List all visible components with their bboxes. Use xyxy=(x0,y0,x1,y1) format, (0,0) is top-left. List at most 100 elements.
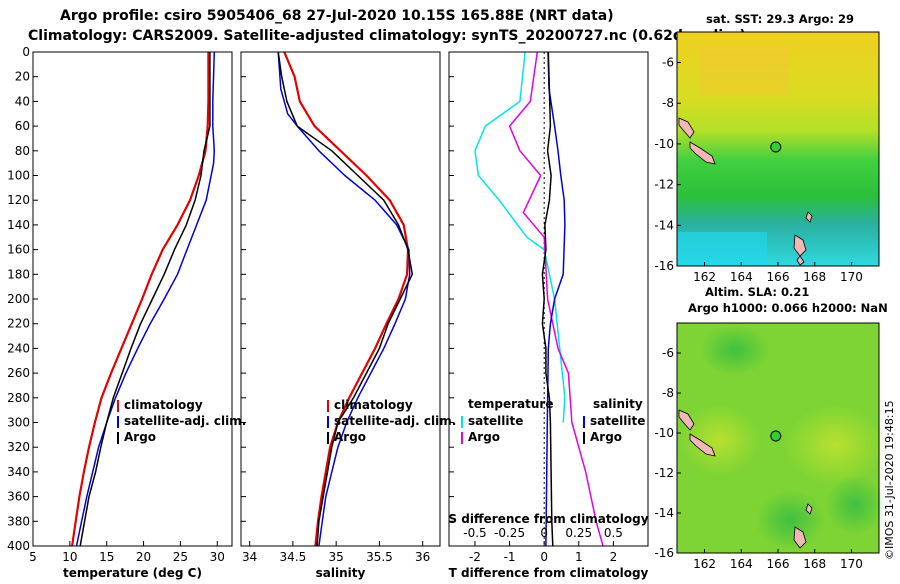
map-x-tick-label: 170 xyxy=(840,270,863,284)
legend-label-climatology: climatology xyxy=(124,398,203,412)
series-line-s-satellite xyxy=(545,51,566,547)
sla-map-high-anomaly xyxy=(680,405,760,475)
legend-label-satellite: satellite-adj. clim. xyxy=(334,414,456,428)
legend-swatch-argo xyxy=(327,432,329,444)
y-tick-label: 120 xyxy=(7,193,30,207)
map-y-tick-label: -8 xyxy=(662,386,674,400)
sst-map-title: sat. SST: 29.3 Argo: 29 xyxy=(706,12,854,26)
x-tick-label: 36 xyxy=(415,550,430,564)
legend-swatch-s-satellite xyxy=(583,416,585,428)
y-tick-label: 400 xyxy=(7,539,30,553)
sla-map-high-anomaly xyxy=(785,405,885,485)
legend-swatch-satellite xyxy=(117,416,119,428)
x-tick-label: 30 xyxy=(210,550,225,564)
y-tick-label: 220 xyxy=(7,317,30,331)
argo-float-marker xyxy=(770,430,782,442)
x-tick-label: 20 xyxy=(136,550,151,564)
x-axis-label: temperature (deg C) xyxy=(63,566,202,580)
figure-title-line1: Argo profile: csiro 5905406_68 27-Jul-20… xyxy=(60,8,614,24)
map-y-tick-label: -12 xyxy=(654,466,674,480)
map-x-tick-label: 162 xyxy=(693,270,716,284)
legend-swatch-t-satellite xyxy=(461,416,463,428)
y-tick-label: 100 xyxy=(7,169,30,183)
y-tick-label: 240 xyxy=(7,341,30,355)
x-tick-label: -1 xyxy=(504,550,516,564)
x-tick-label: 15 xyxy=(99,550,114,564)
legend-label-satellite: satellite-adj. clim. xyxy=(124,414,246,428)
sla-map: 162 164 166 168 170 -6 -8 -10 -12 -14 -16 xyxy=(654,322,885,571)
series-line-satellite-adj-clim- xyxy=(75,51,216,547)
map-y-tick-label: -6 xyxy=(662,56,674,70)
x2-axis-label: S difference from climatology xyxy=(448,512,648,526)
map-x-tick-label: 166 xyxy=(767,270,790,284)
x2-tick-label: -0.5 xyxy=(463,526,486,540)
legend-label-argo: Argo xyxy=(124,430,156,444)
plot-frame xyxy=(240,51,441,547)
legend-swatch-s-argo xyxy=(583,432,585,444)
map-y-tick-label: -10 xyxy=(654,426,674,440)
x-tick-label: 5 xyxy=(29,550,37,564)
sla-map-subtitle: Argo h1000: 0.066 h2000: NaN xyxy=(688,301,888,315)
series-line-argo xyxy=(277,51,414,547)
legend-swatch-argo xyxy=(117,432,119,444)
x2-tick-label: 0 xyxy=(540,526,548,540)
map-y-tick-label: -8 xyxy=(662,96,674,110)
salinity-panel: 34 34.5 35 35.5 36 salinity xyxy=(240,51,441,580)
map-x-tick-label: 162 xyxy=(693,557,716,571)
legend-swatch-climatology xyxy=(117,400,119,412)
x-tick-label: 2 xyxy=(610,550,618,564)
sla-map-title: Altim. SLA: 0.21 xyxy=(705,285,809,299)
x-tick-label: 10 xyxy=(62,550,77,564)
map-y-tick-label: -16 xyxy=(654,259,674,273)
y-tick-label: 180 xyxy=(7,267,30,281)
map-y-tick-label: -16 xyxy=(654,546,674,560)
y-tick-label: 20 xyxy=(15,70,30,84)
y-tick-label: 320 xyxy=(7,440,30,454)
difference-legend: temperature satellite Argo salinity sate… xyxy=(461,397,645,444)
temperature-panel: 5 10 15 20 25 30 temperature (deg C) 0 20 40 60 80 1… xyxy=(7,45,233,580)
legend-label-argo: Argo xyxy=(334,430,366,444)
x2-tick-label: 0.5 xyxy=(604,526,623,540)
legend-label-climatology: climatology xyxy=(334,398,413,412)
y-tick-label: 340 xyxy=(7,465,30,479)
plot-frame xyxy=(32,51,233,547)
difference-panel: -2 -1 0 1 2 -0.5 -0.25 0 0.25 0.5S difference fro… xyxy=(448,51,649,580)
plot-frame xyxy=(448,51,649,547)
sla-map-low-anomaly xyxy=(700,325,770,375)
map-y-tick-label: -6 xyxy=(662,346,674,360)
imos-credit: ©IMOS 31-Jul-2020 19:48:15 xyxy=(883,400,896,560)
x-tick-label: 1 xyxy=(575,550,583,564)
temperature-legend: climatology satellite-adj. clim. Argo xyxy=(117,398,246,444)
map-y-tick-label: -12 xyxy=(654,178,674,192)
legend-swatch-satellite xyxy=(327,416,329,428)
map-y-tick-label: -10 xyxy=(654,137,674,151)
y-tick-label: 280 xyxy=(7,391,30,405)
legend-label-s-satellite: satellite xyxy=(590,414,645,428)
figure-title-line2: Climatology: CARS2009. Satellite-adjuste… xyxy=(28,28,746,44)
legend-title-salinity: salinity xyxy=(593,397,643,411)
map-x-tick-label: 166 xyxy=(767,557,790,571)
y-tick-label: 140 xyxy=(7,218,30,232)
y-tick-label: 40 xyxy=(15,94,30,108)
map-y-tick-label: -14 xyxy=(654,506,674,520)
map-y-tick-label: -14 xyxy=(654,218,674,232)
series-line-climatology xyxy=(71,52,210,547)
sst-map-cool-patch xyxy=(677,232,767,266)
argo-float-marker xyxy=(770,141,782,153)
x-tick-label: 0 xyxy=(540,550,548,564)
series-line-argo xyxy=(79,52,211,547)
legend-swatch-climatology xyxy=(327,400,329,412)
sla-map-low-anomaly xyxy=(755,490,825,550)
x2-tick-label: 0.25 xyxy=(565,526,592,540)
sst-map: 162 164 166 168 170 -6 -8 -10 -12 -14 -16 xyxy=(654,31,880,284)
series-line-t-satellite xyxy=(474,51,566,423)
y-tick-label: 200 xyxy=(7,292,30,306)
sst-map-warm-patch xyxy=(700,45,790,95)
series-line-t-argo xyxy=(508,51,604,547)
x-tick-label: 34 xyxy=(242,550,257,564)
x-axis-label: T difference from climatology xyxy=(449,566,649,580)
map-x-tick-label: 168 xyxy=(803,557,826,571)
sla-map-low-anomaly xyxy=(825,475,885,535)
map-x-tick-label: 164 xyxy=(730,270,753,284)
